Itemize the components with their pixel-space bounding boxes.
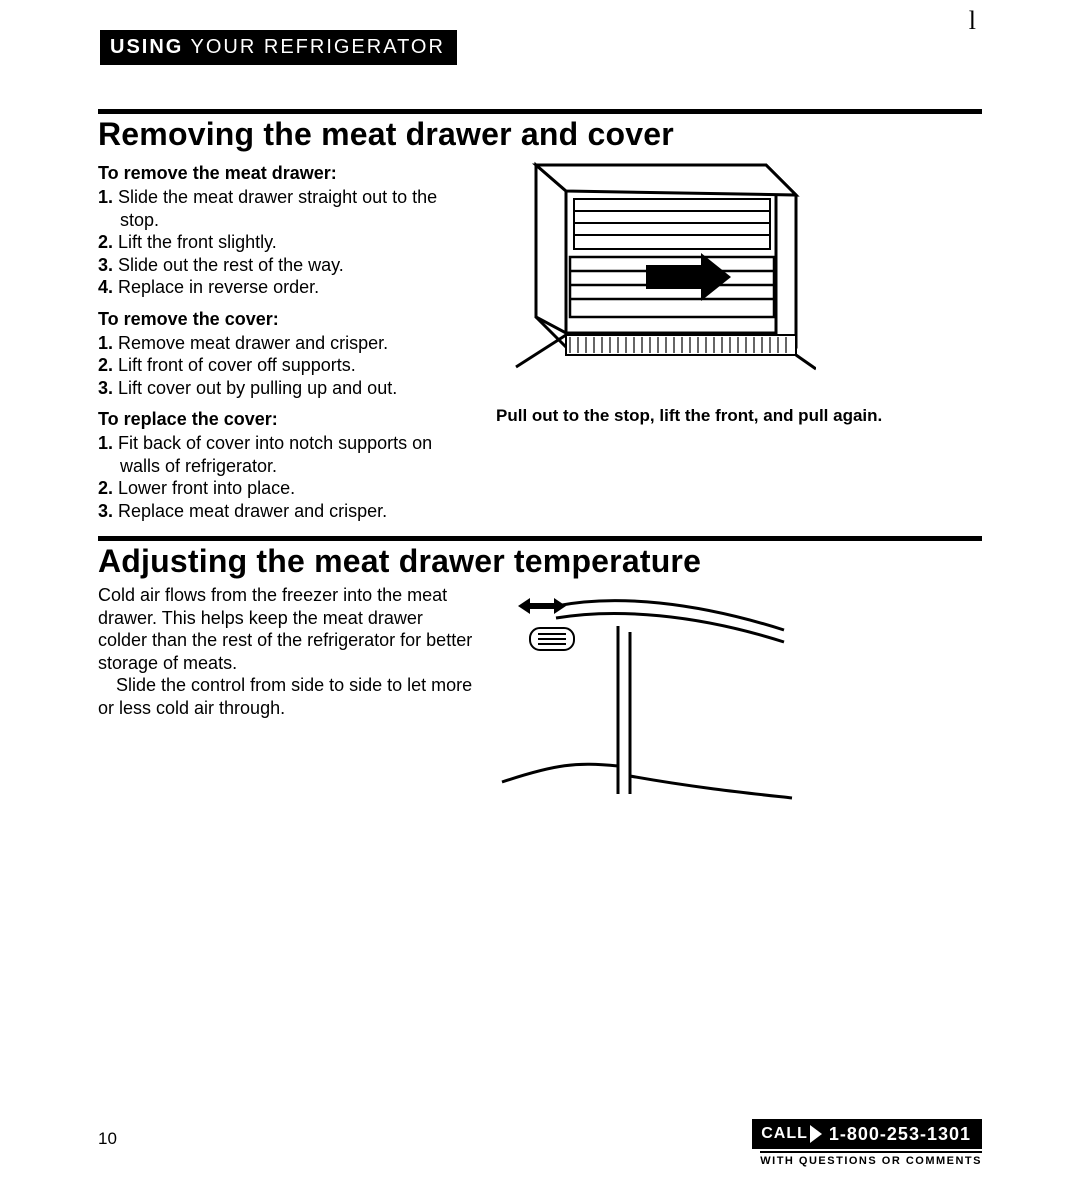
subhead-remove-drawer: To remove the meat drawer: xyxy=(98,163,474,184)
drawer-illustration xyxy=(496,157,816,397)
section1-text-column: To remove the meat drawer: 1. Slide the … xyxy=(98,157,474,522)
steps-remove-drawer: 1. Slide the meat drawer straight out to… xyxy=(98,186,474,299)
chapter-header-bold: USING xyxy=(110,36,183,58)
section2-figure-column xyxy=(496,584,982,804)
call-box: CALL 1-800-253-1301 xyxy=(752,1119,982,1149)
subhead-replace-cover: To replace the cover: xyxy=(98,409,474,430)
section1-columns: To remove the meat drawer: 1. Slide the … xyxy=(98,157,982,522)
list-item: 3. Replace meat drawer and crisper. xyxy=(98,500,474,523)
steps-remove-cover: 1. Remove meat drawer and crisper. 2. Li… xyxy=(98,332,474,400)
list-item: 2. Lift the front slightly. xyxy=(98,231,474,254)
list-item: 1. Remove meat drawer and crisper. xyxy=(98,332,474,355)
list-item: 3. Lift cover out by pulling up and out. xyxy=(98,377,474,400)
section-rule xyxy=(98,109,982,114)
subhead-remove-cover: To remove the cover: xyxy=(98,309,474,330)
body-paragraph: Cold air flows from the freezer into the… xyxy=(98,584,474,674)
steps-replace-cover: 1. Fit back of cover into notch supports… xyxy=(98,432,474,522)
chapter-header-rest: YOUR REFRIGERATOR xyxy=(183,36,445,58)
list-item: 1. Slide the meat drawer straight out to… xyxy=(98,186,474,231)
section2-columns: Cold air flows from the freezer into the… xyxy=(98,584,982,804)
list-item: 2. Lift front of cover off supports. xyxy=(98,354,474,377)
section-rule xyxy=(98,536,982,541)
section-title-adjusting: Adjusting the meat drawer temperature xyxy=(98,543,982,580)
footer-subtext: WITH QUESTIONS OR COMMENTS xyxy=(760,1151,982,1167)
list-item: 1. Fit back of cover into notch supports… xyxy=(98,432,474,477)
call-label: CALL xyxy=(755,1122,825,1146)
section-title-removing: Removing the meat drawer and cover xyxy=(98,116,982,153)
page-number: 10 xyxy=(98,1129,117,1149)
section1-figure-column: Pull out to the stop, lift the front, an… xyxy=(496,157,982,522)
chapter-header: USING YOUR REFRIGERATOR xyxy=(100,30,457,65)
body-paragraph: Slide the control from side to side to l… xyxy=(98,674,474,719)
phone-number: 1-800-253-1301 xyxy=(825,1122,979,1146)
section2-text-column: Cold air flows from the freezer into the… xyxy=(98,584,474,804)
temperature-control-illustration xyxy=(496,584,796,804)
figure-caption: Pull out to the stop, lift the front, an… xyxy=(496,405,982,426)
list-item: 4. Replace in reverse order. xyxy=(98,276,474,299)
list-item: 3. Slide out the rest of the way. xyxy=(98,254,474,277)
list-item: 2. Lower front into place. xyxy=(98,477,474,500)
page-footer: 10 CALL 1-800-253-1301 xyxy=(0,1119,1080,1149)
chevron-right-icon xyxy=(810,1125,822,1143)
manual-page: l USING YOUR REFRIGERATOR Removing the m… xyxy=(0,0,1080,1181)
page-edge-mark: l xyxy=(969,6,976,36)
